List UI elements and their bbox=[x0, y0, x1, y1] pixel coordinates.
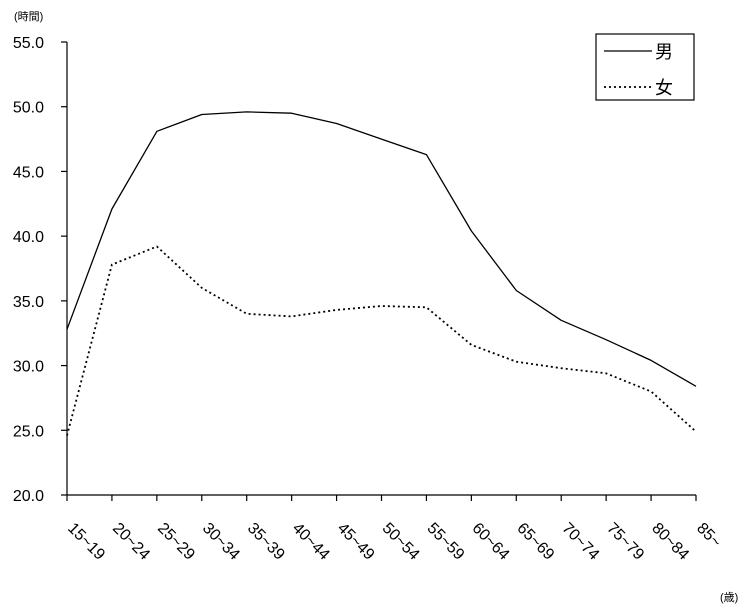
x-tick-label: 20~24 bbox=[109, 520, 153, 564]
y-tick-label: 50.0 bbox=[13, 100, 44, 117]
y-axis-unit-label: (時間) bbox=[14, 10, 43, 23]
axes bbox=[66, 42, 696, 496]
y-tick-label: 55.0 bbox=[13, 35, 44, 52]
x-tick-label: 25~29 bbox=[154, 520, 198, 564]
legend: 男 女 bbox=[595, 33, 695, 101]
x-tick-label: 30~34 bbox=[199, 520, 243, 564]
series-line-female bbox=[66, 245, 697, 436]
legend-label-female: 女 bbox=[655, 78, 673, 98]
x-tick-label: 35~39 bbox=[244, 520, 288, 564]
x-tick-label: 75~79 bbox=[603, 520, 647, 564]
x-ticks: 15~19 20~24 25~29 30~34 35~39 40~44 45~49 50~54… bbox=[64, 495, 724, 564]
y-tick-label: 30.0 bbox=[13, 359, 44, 376]
x-tick-label: 55~59 bbox=[424, 520, 468, 564]
x-tick-label: 80~84 bbox=[648, 520, 692, 564]
x-tick-label: 50~54 bbox=[379, 520, 423, 564]
y-tick-label: 45.0 bbox=[13, 164, 44, 181]
x-tick-label: 85~ bbox=[693, 520, 724, 551]
legend-label-male: 男 bbox=[655, 42, 673, 62]
y-ticks: 20.0 25.0 30.0 35.0 40.0 45.0 50.0 55.0 bbox=[13, 35, 67, 505]
x-tick-label: 15~19 bbox=[64, 520, 108, 564]
x-tick-label: 40~44 bbox=[289, 520, 333, 564]
y-tick-label: 25.0 bbox=[13, 423, 44, 440]
x-tick-label: 60~64 bbox=[469, 520, 513, 564]
x-tick-label: 65~69 bbox=[513, 520, 557, 564]
y-tick-label: 40.0 bbox=[13, 229, 44, 246]
x-axis-unit-label: (歳) bbox=[720, 591, 738, 604]
y-tick-label: 20.0 bbox=[13, 488, 44, 505]
x-tick-label: 45~49 bbox=[334, 520, 378, 564]
series-group bbox=[66, 111, 697, 436]
y-tick-label: 35.0 bbox=[13, 294, 44, 311]
legend-box bbox=[595, 33, 695, 101]
x-tick-label: 70~74 bbox=[558, 520, 602, 564]
series-line-male bbox=[66, 111, 697, 387]
